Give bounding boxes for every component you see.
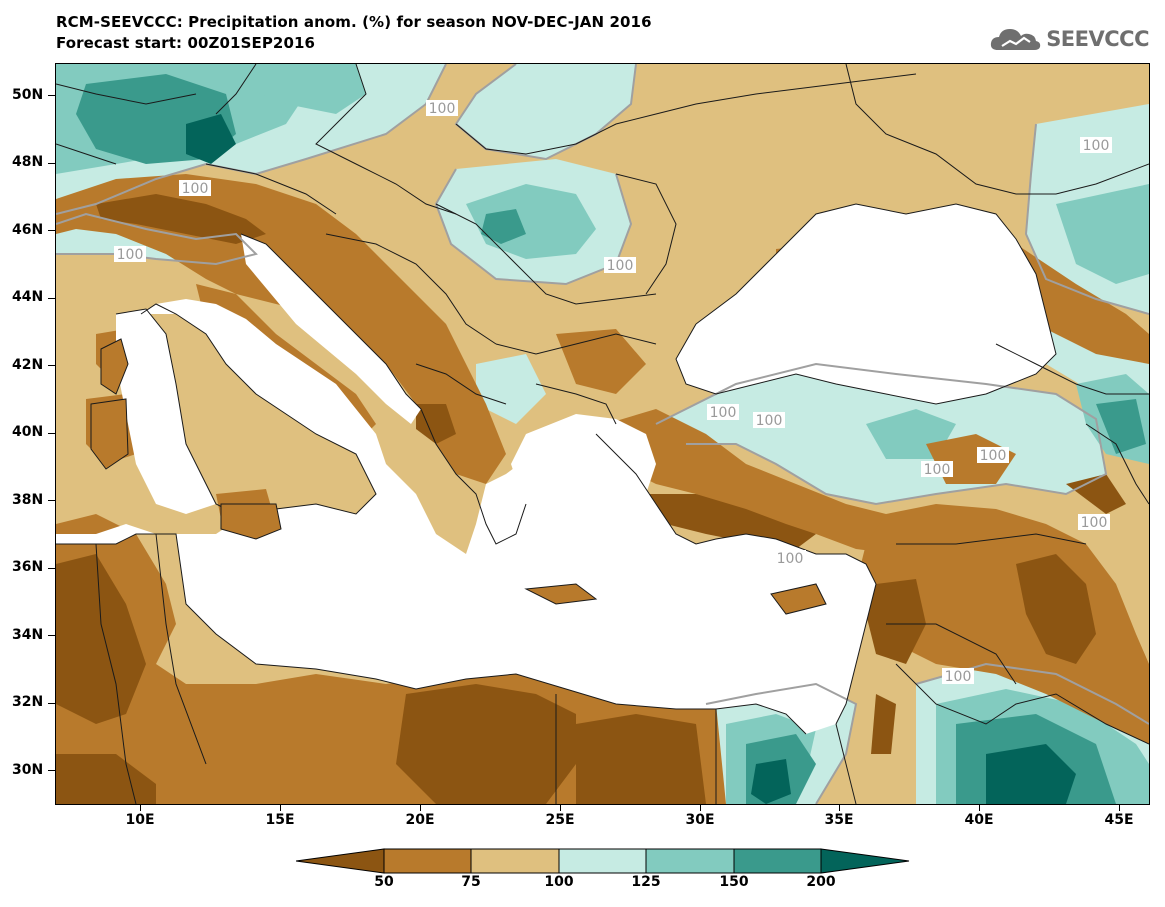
svg-text:100: 100 [756, 413, 783, 429]
contour-label: 100 [707, 404, 739, 421]
lon-tick [560, 804, 561, 811]
lat-tick [48, 703, 55, 704]
lat-label: 38N [12, 492, 44, 508]
svg-text:100: 100 [980, 448, 1007, 464]
lon-tick [839, 804, 840, 811]
colorbar-segment [296, 848, 385, 874]
lon-label: 10E [125, 812, 155, 828]
lat-tick [48, 298, 55, 299]
lon-tick [420, 804, 421, 811]
colorbar-label: 75 [461, 874, 481, 890]
lon-label: 30E [685, 812, 715, 828]
contour-label: 100 [921, 461, 953, 478]
islands [90, 338, 827, 615]
corsica-island [100, 338, 129, 395]
cloud-logo-icon [991, 29, 1041, 50]
seevccc-logo: SEEVCCC [988, 24, 1149, 54]
lat-label: 36N [12, 559, 44, 575]
contour-label: 100 [1080, 137, 1112, 154]
lat-tick [48, 230, 55, 231]
contour-labels: 100 100 100 100 100 100 100 100 100 100 … [114, 100, 1112, 685]
lat-tick [48, 433, 55, 434]
lat-tick [48, 163, 55, 164]
lon-label: 20E [405, 812, 435, 828]
svg-text:100: 100 [945, 669, 972, 685]
colorbar-segment [820, 848, 910, 874]
lon-tick [140, 804, 141, 811]
svg-text:100: 100 [429, 101, 456, 117]
contour-label: 100 [179, 180, 211, 197]
country-borders [56, 64, 1149, 804]
lat-tick [48, 635, 55, 636]
lat-tick [48, 95, 55, 96]
title-line-1: RCM-SEEVCCC: Precipitation anom. (%) for… [56, 13, 652, 31]
colorbar-segment [470, 848, 560, 874]
colorbar-label: 100 [544, 874, 574, 890]
contour-label: 100 [977, 447, 1009, 464]
svg-text:100: 100 [182, 181, 209, 197]
contour-label: 100 [942, 668, 974, 685]
svg-text:100: 100 [1083, 138, 1110, 154]
lon-label: 25E [545, 812, 575, 828]
lat-label: 30N [12, 762, 44, 778]
sardinia-island [90, 398, 129, 470]
lat-tick [48, 500, 55, 501]
title-line-2: Forecast start: 00Z01SEP2016 [56, 34, 316, 52]
colorbar-label: 200 [806, 874, 836, 890]
cyprus-island [770, 583, 827, 615]
lat-label: 44N [12, 289, 44, 305]
colorbar-segment [383, 848, 472, 874]
contour-label: 100 [774, 550, 806, 567]
precipitation-map: 100 100 100 100 100 100 100 100 100 100 … [56, 64, 1149, 804]
colorbar [296, 848, 910, 874]
lat-label: 48N [12, 154, 44, 170]
colorbar-segment [558, 848, 647, 874]
lat-tick [48, 568, 55, 569]
svg-text:100: 100 [777, 551, 804, 567]
map-title: RCM-SEEVCCC: Precipitation anom. (%) for… [56, 12, 652, 54]
svg-text:100: 100 [117, 247, 144, 263]
map-area: 100 100 100 100 100 100 100 100 100 100 … [55, 63, 1150, 805]
svg-text:100: 100 [1081, 515, 1108, 531]
lat-label: 34N [12, 627, 44, 643]
lon-label: 15E [265, 812, 295, 828]
colorbar-segment [733, 848, 822, 874]
contour-label: 100 [753, 412, 785, 429]
lon-label: 45E [1104, 812, 1134, 828]
crete-island [524, 583, 598, 605]
lat-tick [48, 365, 55, 366]
lat-label: 40N [12, 424, 44, 440]
contour-label: 100 [426, 100, 458, 117]
contour-label: 100 [604, 257, 636, 274]
colorbar-segment [645, 848, 735, 874]
anomaly-over-200-zones [186, 114, 1076, 804]
lon-tick [1119, 804, 1120, 811]
contour-label: 100 [1078, 514, 1110, 531]
colorbar-label: 150 [719, 874, 749, 890]
colorbar-label: 125 [631, 874, 661, 890]
svg-text:100: 100 [924, 462, 951, 478]
colorbar-label: 50 [374, 874, 394, 890]
lat-label: 46N [12, 222, 44, 238]
contour-label: 100 [114, 246, 146, 263]
svg-text:100: 100 [607, 258, 634, 274]
anomaly-under-50-zones [56, 194, 1126, 804]
sea-areas [56, 204, 1056, 804]
lat-label: 42N [12, 357, 44, 373]
lat-label: 32N [12, 694, 44, 710]
lat-label: 50N [12, 87, 44, 103]
lon-tick [280, 804, 281, 811]
lon-label: 40E [964, 812, 994, 828]
lon-tick [700, 804, 701, 811]
lat-tick [48, 770, 55, 771]
sicily-island [220, 503, 282, 540]
svg-text:100: 100 [710, 405, 737, 421]
lon-label: 35E [824, 812, 854, 828]
logo-text: SEEVCCC [1046, 27, 1149, 51]
lon-tick [979, 804, 980, 811]
